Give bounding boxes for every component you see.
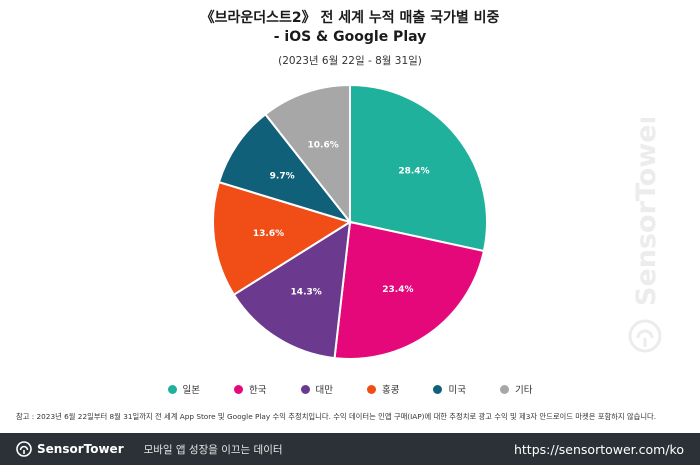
legend-swatch <box>367 384 376 394</box>
footer-url-link[interactable]: https://sensortower.com/ko <box>513 441 684 457</box>
pie-slice-1 <box>333 220 486 360</box>
brand[interactable]: SensorTower <box>16 441 124 457</box>
slice-value-label-3: 13.6% <box>253 229 284 239</box>
chart-title: 《브라운더스트2》 전 세계 누적 매출 국가별 비중 - iOS & Goog… <box>0 9 700 47</box>
slice-value-label-0: 28.4% <box>398 166 429 176</box>
legend-item-5: 기타 <box>499 382 533 396</box>
watermark-logo-icon <box>628 319 662 353</box>
legend-swatch <box>167 384 177 394</box>
slice-value-label-1: 23.4% <box>382 285 413 295</box>
pie-slice-3 <box>212 180 353 297</box>
title-line-2: - iOS & Google Play <box>273 29 427 45</box>
legend-item-0: 일본 <box>167 382 201 396</box>
footer-bar: SensorTower 모바일 앱 성장을 이끄는 데이터 https://se… <box>0 433 700 465</box>
legend-swatch <box>433 384 443 394</box>
legend-item-4: 미국 <box>433 382 466 396</box>
legend-item-2: 대만 <box>300 382 333 396</box>
pie-slices <box>212 83 488 360</box>
pie-slice-0 <box>349 83 488 253</box>
legend-label: 홍콩 <box>382 385 400 396</box>
title-line-1: 《브라운더스트2》 전 세계 누적 매출 국가별 비중 <box>200 10 500 26</box>
legend-label: 미국 <box>448 385 466 396</box>
slice-value-label-2: 14.3% <box>291 288 322 298</box>
legend-label: 기타 <box>514 385 533 396</box>
legend-swatch <box>499 384 509 394</box>
sensortower-watermark: SensorTower <box>628 118 662 353</box>
legend-label: 한국 <box>249 385 267 396</box>
pie-slice-5 <box>263 83 351 225</box>
watermark-text: SensorTower <box>631 118 662 306</box>
legend-swatch <box>234 384 244 394</box>
legend-item-1: 한국 <box>234 382 267 396</box>
pie-slice-2 <box>232 220 352 360</box>
pie-slice-4 <box>217 112 353 224</box>
legend-swatch <box>300 384 310 394</box>
legend-label: 일본 <box>182 385 201 396</box>
slice-value-label-4: 9.7% <box>270 172 295 182</box>
pie-labels: 28.4% 23.4% 14.3% 13.6% 9.7% 10.6% <box>253 140 430 297</box>
brand-name: SensorTower <box>37 442 124 456</box>
sensortower-logo-icon <box>16 441 32 457</box>
legend-label: 대만 <box>315 385 333 396</box>
chart-subtitle: (2023년 6월 22일 - 8월 31일) <box>278 55 422 67</box>
footer-tagline: 모바일 앱 성장을 이끄는 데이터 <box>143 443 283 456</box>
legend-item-3: 홍콩 <box>367 382 399 396</box>
chart-legend: 일본 한국 대만 홍콩 미국 기타 <box>0 382 700 396</box>
slice-value-label-5: 10.6% <box>308 140 339 150</box>
footnote: 참고 : 2023년 6월 22일부터 8월 31일까지 전 세계 App St… <box>16 412 657 421</box>
